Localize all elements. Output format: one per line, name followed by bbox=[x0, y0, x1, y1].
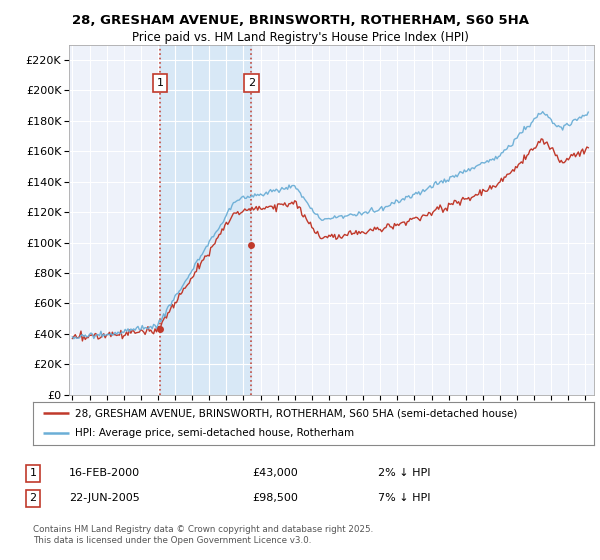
Text: £98,500: £98,500 bbox=[252, 493, 298, 503]
Bar bbox=[160, 45, 251, 395]
Text: £43,000: £43,000 bbox=[252, 468, 298, 478]
Text: HPI: Average price, semi-detached house, Rotherham: HPI: Average price, semi-detached house,… bbox=[75, 428, 354, 438]
Text: 2: 2 bbox=[248, 78, 255, 88]
Text: 22-JUN-2005: 22-JUN-2005 bbox=[69, 493, 140, 503]
Text: Price paid vs. HM Land Registry's House Price Index (HPI): Price paid vs. HM Land Registry's House … bbox=[131, 31, 469, 44]
Text: 28, GRESHAM AVENUE, BRINSWORTH, ROTHERHAM, S60 5HA: 28, GRESHAM AVENUE, BRINSWORTH, ROTHERHA… bbox=[71, 14, 529, 27]
Text: 2: 2 bbox=[29, 493, 37, 503]
Text: Contains HM Land Registry data © Crown copyright and database right 2025.
This d: Contains HM Land Registry data © Crown c… bbox=[33, 525, 373, 545]
Text: 1: 1 bbox=[29, 468, 37, 478]
Text: 1: 1 bbox=[157, 78, 163, 88]
Text: 16-FEB-2000: 16-FEB-2000 bbox=[69, 468, 140, 478]
Text: 2% ↓ HPI: 2% ↓ HPI bbox=[378, 468, 431, 478]
Text: 28, GRESHAM AVENUE, BRINSWORTH, ROTHERHAM, S60 5HA (semi-detached house): 28, GRESHAM AVENUE, BRINSWORTH, ROTHERHA… bbox=[75, 408, 517, 418]
Text: 7% ↓ HPI: 7% ↓ HPI bbox=[378, 493, 431, 503]
